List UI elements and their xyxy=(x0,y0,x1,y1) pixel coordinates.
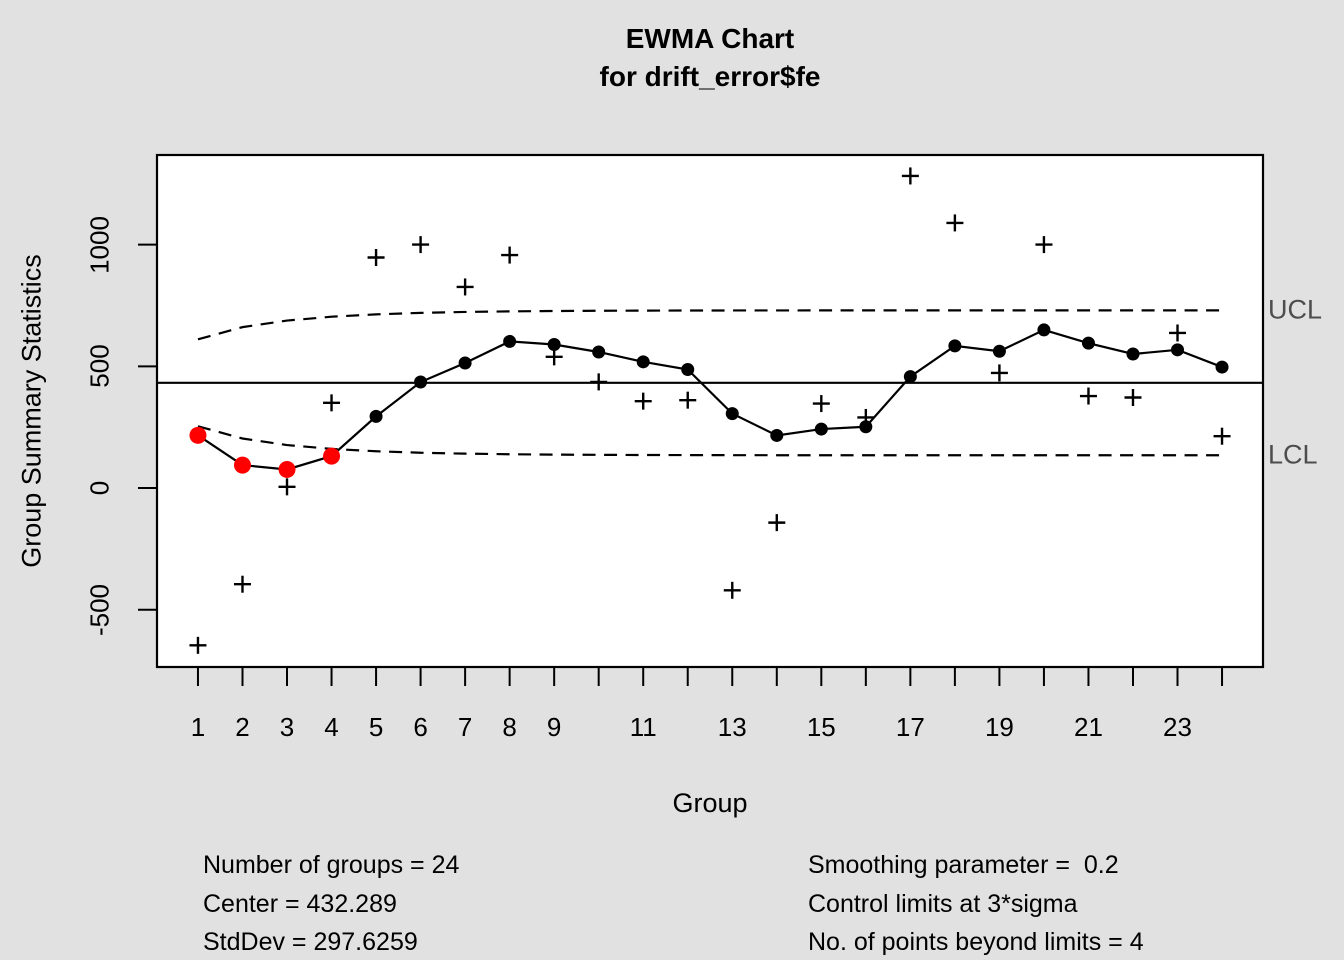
x-axis-title: Group xyxy=(672,788,748,818)
ewma-point xyxy=(547,338,561,352)
stat-center: Center = 432.289 xyxy=(203,889,397,918)
x-tick-label: 15 xyxy=(806,712,836,742)
ewma-point xyxy=(1081,336,1095,350)
lcl-label: LCL xyxy=(1268,439,1318,470)
ewma-line xyxy=(197,328,1223,471)
y-tick-label: 500 xyxy=(84,344,115,389)
ewma-point xyxy=(369,409,383,423)
ewma-point xyxy=(1037,323,1051,337)
x-tick-label: 21 xyxy=(1073,712,1103,742)
ewma-point xyxy=(814,422,828,436)
ewma-point xyxy=(725,407,739,421)
ewma-point xyxy=(681,362,695,376)
ucl-label: UCL xyxy=(1268,294,1323,325)
ewma-point xyxy=(903,370,917,384)
stat-points-beyond-limits: No. of points beyond limits = 4 xyxy=(808,928,1144,956)
ewma-point xyxy=(1171,343,1185,357)
ewma-point-beyond-limits xyxy=(233,456,251,474)
ewma-point xyxy=(770,428,784,442)
stats-right-column: Smoothing parameter = 0.2 Control limits… xyxy=(808,846,1144,960)
ewma-point-beyond-limits xyxy=(323,447,341,465)
chart-title: EWMA Chart for drift_error$fe xyxy=(157,20,1263,96)
y-tick-label: 1000 xyxy=(84,215,115,274)
x-tick-label: 8 xyxy=(502,712,517,742)
x-tick-label: 6 xyxy=(413,712,428,742)
ewma-point xyxy=(414,375,428,389)
lcl-dashed-line xyxy=(197,425,1223,457)
ewma-point xyxy=(458,356,472,370)
x-tick-label: 9 xyxy=(546,712,562,742)
chart-title-line2: for drift_error$fe xyxy=(599,61,821,92)
x-tick-label: 2 xyxy=(235,712,250,742)
ewma-point xyxy=(1126,347,1140,361)
chart-title-line1: EWMA Chart xyxy=(625,23,795,54)
ewma-point xyxy=(636,355,650,369)
ewma-point-beyond-limits xyxy=(278,460,296,478)
x-tick-label: 3 xyxy=(279,712,295,742)
ewma-point xyxy=(992,344,1006,358)
y-tick-label: 0 xyxy=(84,480,115,496)
y-axis-title: Group Summary Statistics xyxy=(16,254,47,568)
stat-smoothing-parameter: Smoothing parameter = 0.2 xyxy=(808,851,1119,879)
ewma-point xyxy=(859,420,873,434)
ewma-point xyxy=(1215,360,1229,374)
ewma-point xyxy=(503,334,517,348)
x-tick-label: 19 xyxy=(984,712,1014,742)
x-tick-label: 5 xyxy=(368,712,384,742)
x-tick-label: 17 xyxy=(895,712,925,742)
plot-box xyxy=(155,153,1265,669)
ewma-point xyxy=(592,345,606,359)
x-tick-label: 13 xyxy=(717,712,747,742)
x-tick-label: 7 xyxy=(457,712,473,742)
stat-stddev: StdDev = 297.6259 xyxy=(203,928,418,956)
x-tick-label: 1 xyxy=(190,712,206,742)
stats-left-column: Number of groups = 24 Center = 432.289 S… xyxy=(203,846,459,960)
x-tick-label: 11 xyxy=(629,712,657,742)
ucl-dashed-line xyxy=(197,309,1223,341)
x-tick-label: 4 xyxy=(324,712,339,742)
ewma-point-beyond-limits xyxy=(189,426,207,444)
y-tick-label: -500 xyxy=(84,583,115,636)
stat-control-limits: Control limits at 3*sigma xyxy=(808,889,1078,918)
x-tick-label: 23 xyxy=(1163,712,1192,742)
stat-number-of-groups: Number of groups = 24 xyxy=(203,851,460,879)
ewma-point xyxy=(948,339,962,353)
